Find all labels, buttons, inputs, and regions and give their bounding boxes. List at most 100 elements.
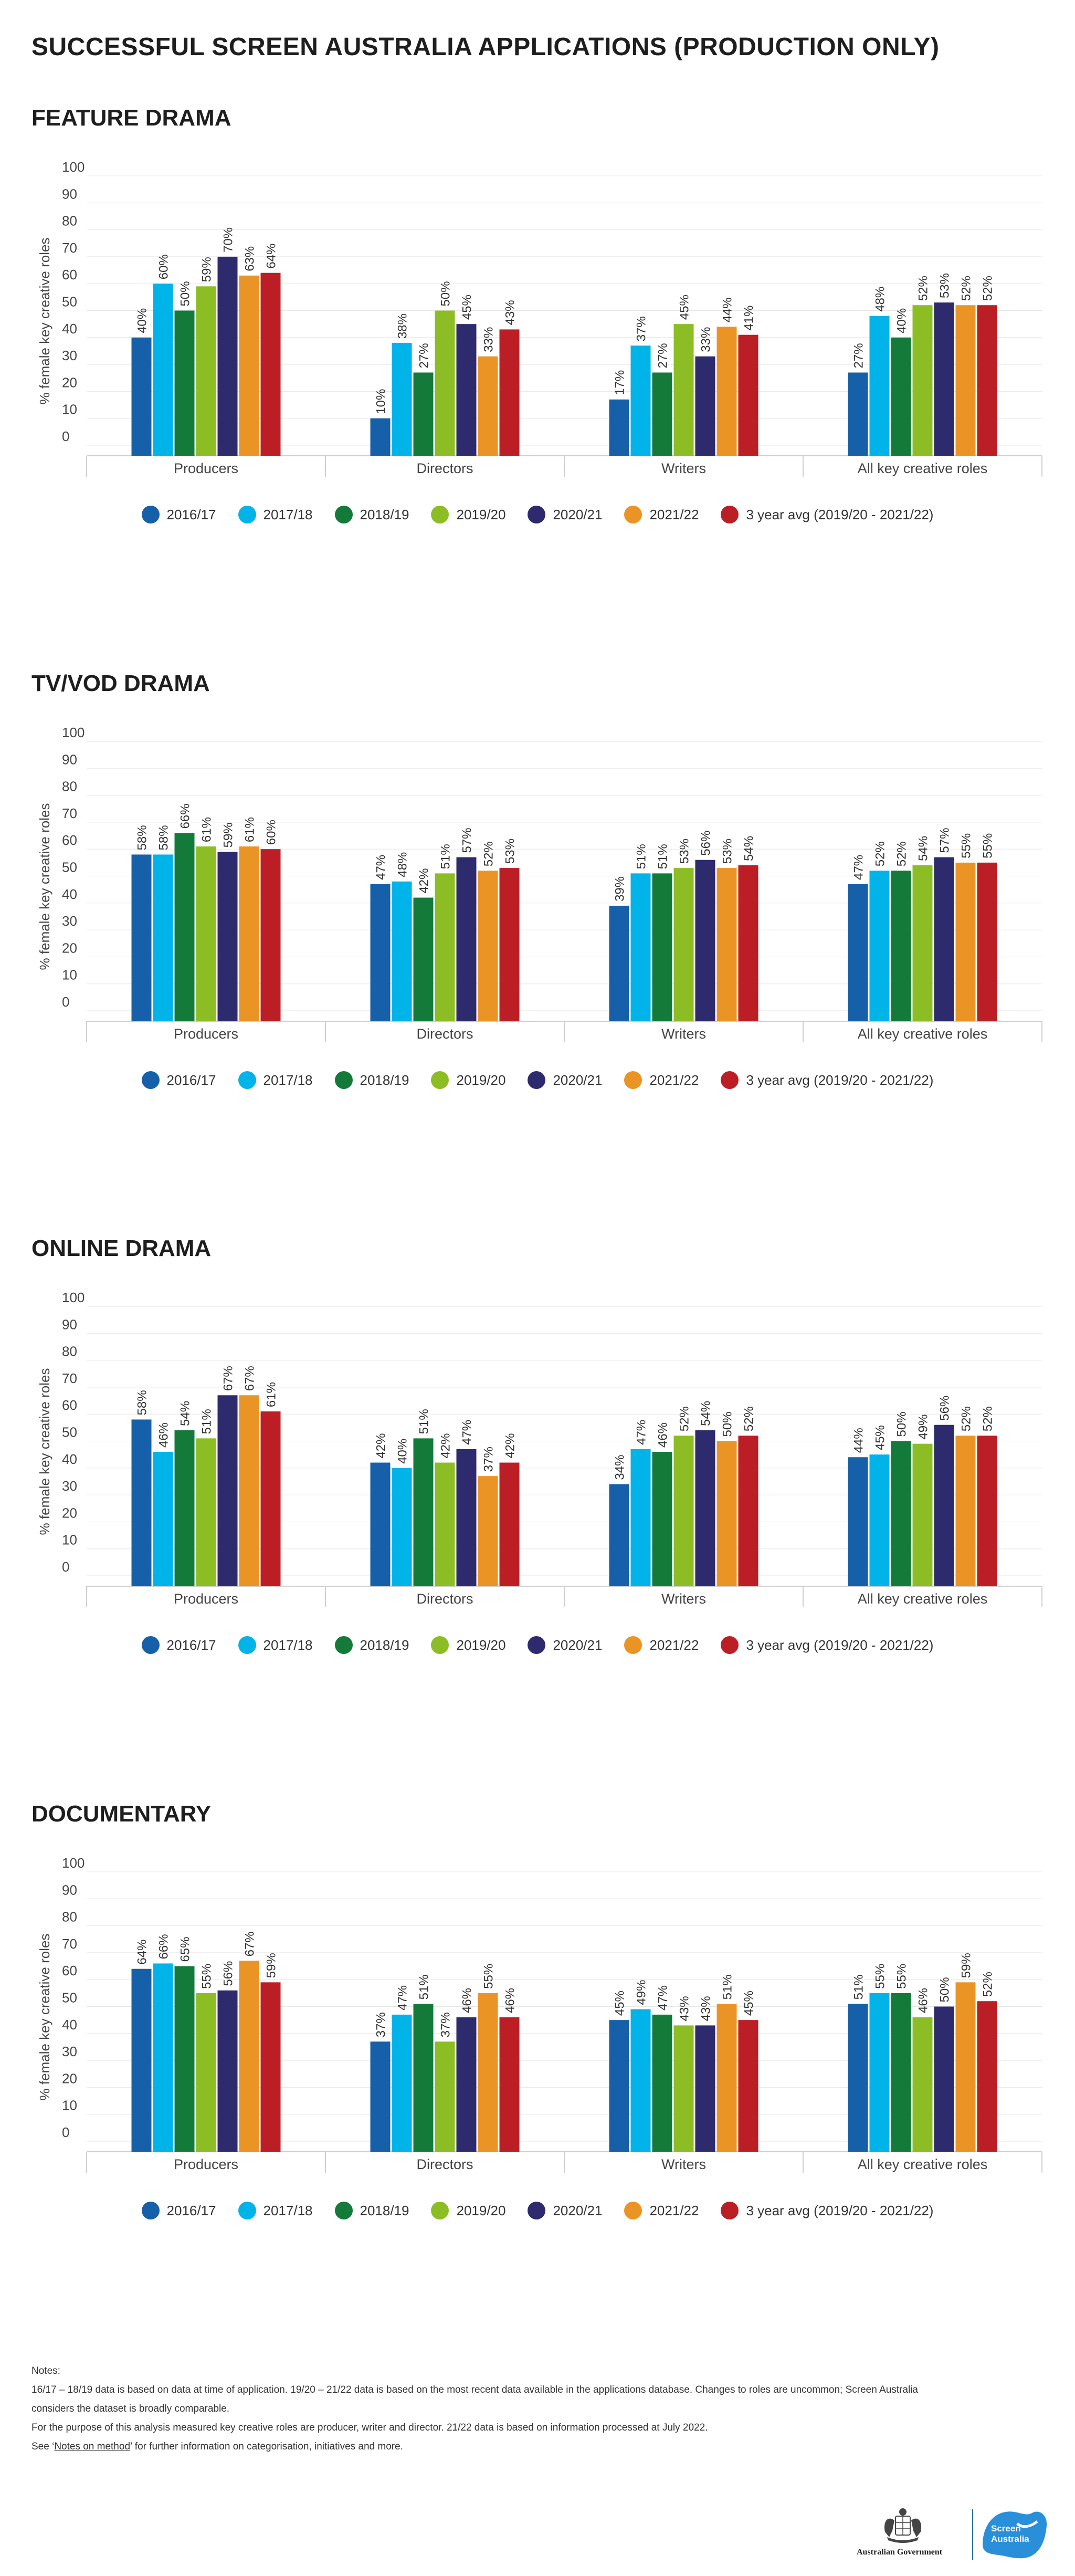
y-tick-label: 60 — [62, 1963, 77, 1978]
data-label: 45% — [613, 1991, 627, 2016]
bar — [478, 871, 498, 1021]
bar — [891, 337, 911, 456]
legend-item: 3 year avg (2019/20 - 2021/22) — [721, 1071, 933, 1089]
data-label: 51% — [852, 1974, 866, 1999]
x-tick-label: All key creative roles — [858, 460, 988, 476]
y-tick-label: 100 — [62, 1855, 85, 1871]
data-label: 50% — [178, 281, 193, 306]
bar — [456, 324, 477, 456]
bar — [630, 1449, 651, 1586]
legend-swatch — [334, 1071, 353, 1089]
x-tick-label: Producers — [174, 2156, 238, 2172]
legend: 2016/17 2017/18 2018/19 2019/20 2020/21 2021/… — [0, 1071, 1075, 1089]
y-tick-label: 20 — [62, 374, 77, 390]
notes-on-method-link[interactable]: Notes on method — [54, 2441, 131, 2452]
data-label: 40% — [135, 308, 150, 333]
y-axis-label: % female key creative roles — [37, 1934, 52, 2101]
legend-label: 3 year avg (2019/20 - 2021/22) — [746, 1637, 934, 1653]
legend-swatch — [238, 1636, 256, 1654]
data-label: 54% — [699, 1401, 713, 1426]
data-label: 51% — [635, 844, 649, 869]
data-label: 57% — [938, 828, 952, 853]
data-label: 39% — [613, 876, 627, 902]
bar — [239, 1395, 259, 1586]
data-label: 37% — [439, 2012, 453, 2037]
legend-label: 3 year avg (2019/20 - 2021/22) — [746, 2202, 934, 2218]
legend-swatch — [624, 2202, 642, 2219]
bar — [869, 1993, 890, 2152]
bar — [934, 2006, 954, 2152]
data-label: 52% — [981, 1406, 995, 1431]
y-tick-label: 80 — [62, 1344, 77, 1359]
chart-title: FEATURE DRAMA — [31, 105, 231, 131]
y-tick-label: 50 — [62, 1425, 77, 1440]
data-label: 48% — [396, 852, 410, 877]
y-tick-label: 50 — [62, 1990, 77, 2006]
notes-text: ’ for further information on categorisat… — [130, 2441, 403, 2452]
bar — [174, 1430, 195, 1586]
data-label: 45% — [742, 1991, 756, 2016]
legend-swatch — [624, 1071, 642, 1089]
bar — [260, 1411, 281, 1586]
bar — [673, 2025, 694, 2152]
notes: Notes: 16/17 – 18/19 data is based on da… — [31, 2362, 1029, 2456]
bar — [217, 1990, 238, 2152]
bar — [131, 337, 152, 456]
bar — [392, 1468, 412, 1586]
legend-label: 2017/18 — [263, 2202, 313, 2218]
data-label: 42% — [439, 1433, 453, 1458]
data-label: 51% — [656, 844, 670, 869]
x-tick-label: Directors — [416, 1026, 473, 1042]
x-tick-label: All key creative roles — [858, 1591, 988, 1607]
y-axis-label: % female key creative roles — [37, 238, 52, 405]
legend-swatch — [141, 1071, 160, 1089]
y-tick-label: 100 — [62, 159, 85, 175]
legend-swatch — [721, 506, 739, 523]
chart-title: DOCUMENTARY — [31, 1801, 212, 1827]
legend-swatch — [431, 1636, 449, 1654]
bar — [955, 862, 976, 1021]
data-label: 33% — [482, 327, 496, 352]
legend-swatch — [528, 506, 546, 523]
bar — [174, 1966, 195, 2152]
x-tick-label: Directors — [416, 460, 473, 476]
bar — [673, 1436, 694, 1586]
bar — [370, 884, 391, 1021]
legend-swatch — [334, 506, 353, 523]
y-tick-label: 60 — [62, 267, 77, 282]
bar — [738, 1436, 758, 1586]
sa-line2: Australia — [991, 2534, 1029, 2544]
data-label: 52% — [895, 841, 909, 866]
data-label: 46% — [460, 1988, 475, 2013]
legend-label: 2016/17 — [166, 2202, 216, 2218]
data-label: 37% — [635, 316, 649, 341]
legend-item: 2020/21 — [528, 2202, 602, 2219]
data-label: 67% — [243, 1366, 257, 1391]
bar — [131, 854, 152, 1021]
x-tick-label: Writers — [661, 460, 706, 476]
legend-item: 2018/19 — [334, 506, 409, 523]
data-label: 52% — [873, 841, 888, 866]
bar — [955, 1436, 976, 1586]
legend-label: 2017/18 — [263, 1637, 313, 1653]
x-tick-label: Directors — [416, 1591, 473, 1607]
y-tick-label: 30 — [62, 348, 77, 363]
legend-item: 2019/20 — [431, 506, 505, 523]
data-label: 58% — [157, 825, 171, 850]
data-label: 53% — [678, 839, 692, 864]
legend-swatch — [721, 1071, 739, 1089]
legend-item: 3 year avg (2019/20 - 2021/22) — [721, 506, 933, 523]
sa-line1: Screen — [991, 2523, 1021, 2533]
y-tick-label: 100 — [62, 725, 85, 740]
data-label: 52% — [981, 276, 995, 301]
legend-item: 2020/21 — [528, 1071, 602, 1089]
data-label: 53% — [503, 839, 518, 864]
legend-item: 2019/20 — [431, 2202, 505, 2219]
legend-swatch — [528, 1071, 546, 1089]
data-label: 38% — [396, 313, 410, 339]
legend-swatch — [624, 1636, 642, 1654]
data-label: 59% — [265, 1953, 279, 1978]
x-tick-label: Writers — [661, 2156, 706, 2172]
y-tick-label: 50 — [62, 860, 77, 875]
bar — [652, 873, 672, 1021]
